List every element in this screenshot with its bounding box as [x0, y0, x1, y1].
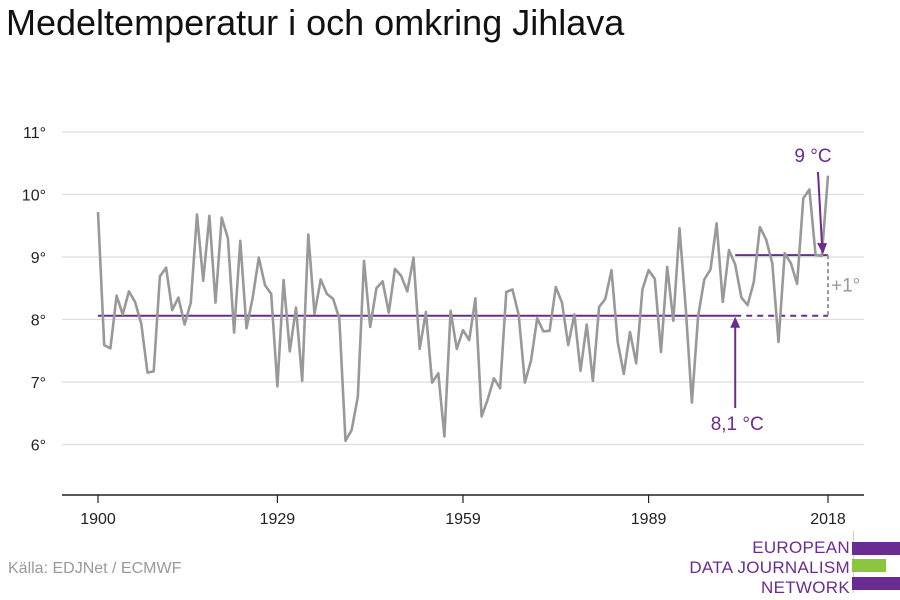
- x-tick-label-1989: 1989: [631, 511, 667, 528]
- chart-title: Medeltemperatur i och omkring Jihlava: [6, 2, 625, 43]
- recent-arrow-shaft: [817, 171, 823, 246]
- baseline-arrow-head: [730, 316, 741, 328]
- logo-line-3: NETWORK: [761, 578, 850, 597]
- y-tick-label-6: 6°: [31, 438, 46, 455]
- x-tick-label-1959: 1959: [445, 511, 481, 528]
- recent-annotation: 9 °C: [794, 146, 831, 167]
- x-tick-label-1900: 1900: [80, 511, 116, 528]
- baseline-annotation: 8,1 °C: [711, 414, 764, 435]
- logo-line-2: DATA JOURNALISM: [689, 558, 850, 577]
- y-tick-label-11: 11°: [23, 125, 46, 142]
- difference-label: +1°: [831, 275, 860, 296]
- logo-bar-purple-top: [852, 542, 900, 555]
- edjnet-logo[interactable]: EUROPEAN DATA JOURNALISM NETWORK: [689, 531, 900, 598]
- x-tick-label-1929: 1929: [260, 511, 296, 528]
- y-tick-label-7: 7°: [31, 375, 46, 392]
- y-tick-label-10: 10°: [22, 188, 46, 205]
- temperature-series-line: [96, 175, 830, 443]
- x-tick-label-2018: 2018: [810, 511, 846, 528]
- logo-bar-green: [852, 559, 886, 572]
- temperature-points: [97, 175, 829, 442]
- logo-bar-purple-bottom: [852, 577, 900, 590]
- logo-line-1: EUROPEAN: [752, 538, 850, 557]
- recent-arrow-head: [817, 243, 827, 255]
- y-tick-label-8: 8°: [31, 313, 46, 330]
- y-tick-label-9: 9°: [31, 250, 46, 267]
- source-note: Källa: EDJNet / ECMWF: [8, 560, 182, 577]
